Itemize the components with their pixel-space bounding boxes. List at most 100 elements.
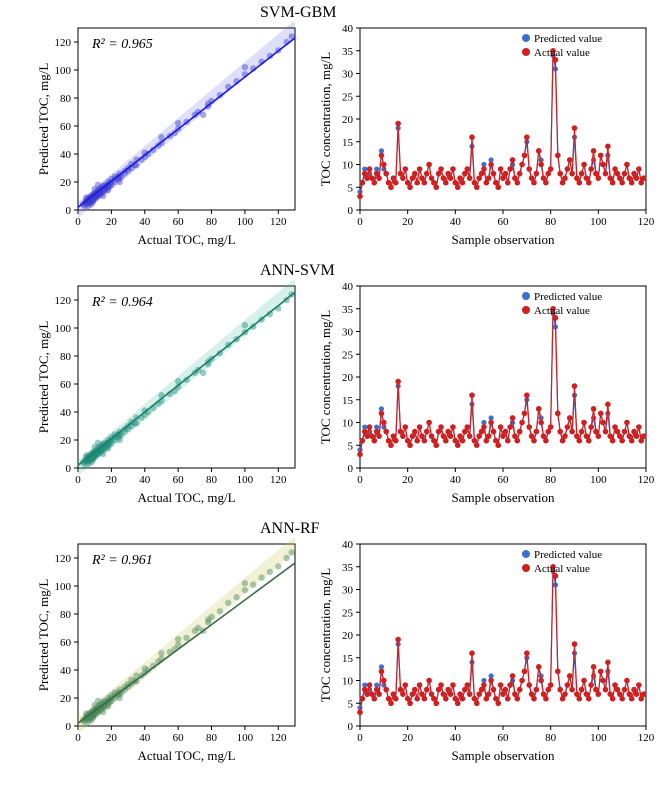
svg-text:5: 5 [348,698,354,710]
svg-text:0: 0 [75,474,81,486]
x-axis-label: Actual TOC, mg/L [137,232,235,247]
svg-text:25: 25 [342,349,354,361]
svg-text:20: 20 [106,474,118,486]
svg-text:80: 80 [206,216,218,228]
y-axis-label: TOC concentration, mg/L [318,310,333,444]
svg-text:20: 20 [342,630,354,642]
svg-text:80: 80 [545,216,557,228]
svg-text:30: 30 [342,69,354,81]
svg-text:40: 40 [342,281,354,293]
svg-text:5: 5 [348,182,354,194]
svg-text:20: 20 [402,474,414,486]
svg-text:60: 60 [60,121,72,133]
svg-text:40: 40 [342,539,354,551]
svg-text:100: 100 [55,65,72,77]
svg-text:60: 60 [60,637,72,649]
x-axis-label: Sample observation [452,490,555,505]
svg-text:120: 120 [270,732,287,744]
svg-text:0: 0 [66,463,72,475]
svg-text:Actual value: Actual value [534,563,590,575]
svg-text:60: 60 [498,216,510,228]
svg-text:40: 40 [450,732,462,744]
svg-text:120: 120 [55,295,72,307]
svg-text:40: 40 [60,665,72,677]
svg-text:0: 0 [66,205,72,217]
svg-text:120: 120 [638,216,654,228]
scatter-plot: 002020404060608080100100120120R² = 0.961… [36,538,301,766]
svg-text:0: 0 [348,463,354,475]
svg-text:120: 120 [270,474,287,486]
svg-text:60: 60 [498,732,510,744]
svg-text:80: 80 [545,732,557,744]
line-plot: 0204060801001200510152025303540Predicted… [318,280,654,508]
line-plot: 0204060801001200510152025303540Predicted… [318,538,654,766]
panel-title: ANN-SVM [260,262,335,280]
svg-text:20: 20 [106,216,118,228]
r2-label: R² = 0.961 [91,553,153,568]
y-axis-label: Predicted TOC, mg/L [36,579,51,692]
svg-text:0: 0 [348,205,354,217]
svg-text:80: 80 [206,732,218,744]
svg-text:40: 40 [60,407,72,419]
svg-text:100: 100 [590,732,607,744]
svg-text:0: 0 [357,474,363,486]
svg-text:0: 0 [75,732,81,744]
svg-text:120: 120 [270,216,287,228]
svg-text:120: 120 [55,553,72,565]
svg-text:100: 100 [55,581,72,593]
svg-text:20: 20 [342,372,354,384]
svg-text:0: 0 [357,732,363,744]
r2-label: R² = 0.965 [91,37,153,52]
svg-text:80: 80 [60,351,72,363]
svg-text:20: 20 [342,114,354,126]
x-axis-label: Sample observation [452,748,555,763]
y-axis-label: TOC concentration, mg/L [318,52,333,186]
svg-text:80: 80 [60,609,72,621]
svg-text:10: 10 [342,418,354,430]
y-axis-label: Predicted TOC, mg/L [36,321,51,434]
svg-text:35: 35 [342,562,354,574]
svg-text:60: 60 [173,732,185,744]
panel-title: SVM-GBM [260,4,336,22]
svg-text:100: 100 [55,323,72,335]
svg-text:40: 40 [139,732,151,744]
svg-text:80: 80 [60,93,72,105]
svg-text:40: 40 [139,474,151,486]
svg-text:Actual value: Actual value [534,47,590,59]
svg-text:100: 100 [237,474,254,486]
r2-label: R² = 0.964 [91,295,153,310]
svg-text:30: 30 [342,585,354,597]
svg-text:0: 0 [348,721,354,733]
svg-text:40: 40 [450,216,462,228]
svg-text:100: 100 [590,474,607,486]
svg-text:120: 120 [55,37,72,49]
svg-text:5: 5 [348,440,354,452]
svg-text:15: 15 [342,137,354,149]
svg-text:20: 20 [402,216,414,228]
svg-text:15: 15 [342,653,354,665]
y-axis-label: TOC concentration, mg/L [318,568,333,702]
svg-text:80: 80 [545,474,557,486]
svg-text:0: 0 [66,721,72,733]
svg-text:20: 20 [60,177,72,189]
x-axis-label: Actual TOC, mg/L [137,490,235,505]
svg-text:Predicted value: Predicted value [534,549,602,561]
svg-text:10: 10 [342,160,354,172]
svg-text:20: 20 [60,693,72,705]
y-axis-label: Predicted TOC, mg/L [36,63,51,176]
svg-text:35: 35 [342,46,354,58]
svg-text:60: 60 [173,474,185,486]
scatter-plot: 002020404060608080100100120120R² = 0.965… [36,22,301,250]
svg-text:40: 40 [342,23,354,35]
svg-text:40: 40 [60,149,72,161]
svg-text:10: 10 [342,676,354,688]
svg-text:20: 20 [402,732,414,744]
svg-text:30: 30 [342,327,354,339]
svg-text:35: 35 [342,304,354,316]
scatter-plot: 002020404060608080100100120120R² = 0.964… [36,280,301,508]
svg-text:100: 100 [237,732,254,744]
svg-text:Predicted value: Predicted value [534,291,602,303]
svg-text:60: 60 [173,216,185,228]
svg-text:0: 0 [357,216,363,228]
svg-text:0: 0 [75,216,81,228]
